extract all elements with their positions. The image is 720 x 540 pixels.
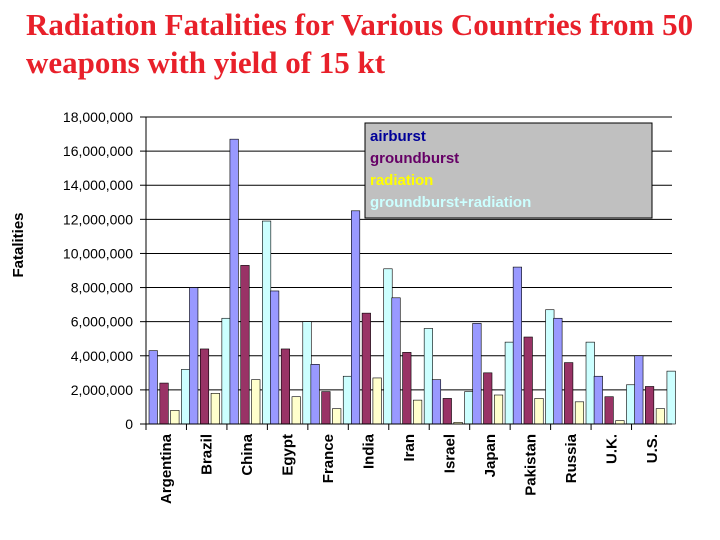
legend: airburst groundburst radiation groundburst+… bbox=[364, 122, 653, 219]
bar-brazil-groundburst-radiation bbox=[221, 317, 231, 425]
bar-egypt-groundburst-radiation bbox=[302, 321, 312, 425]
bar-pakistan-groundburst bbox=[523, 336, 533, 425]
x-category-label: Iran bbox=[401, 434, 418, 462]
legend-entry: radiation bbox=[370, 172, 433, 189]
y-tick-label: 16,000,000 bbox=[63, 143, 133, 159]
x-category-label: Russia bbox=[563, 433, 580, 483]
bar-brazil-groundburst bbox=[199, 348, 210, 425]
bar-china-groundburst bbox=[240, 265, 250, 425]
bar-japan-groundburst-radiation bbox=[504, 341, 514, 425]
bar-japan-airburst bbox=[472, 323, 482, 425]
x-category-label: India bbox=[361, 433, 378, 469]
y-tick-label: 10,000,000 bbox=[63, 245, 133, 261]
bar-japan-radiation bbox=[493, 394, 504, 425]
y-tick-label: 2,000,000 bbox=[71, 382, 133, 398]
bar-egypt-airburst bbox=[270, 290, 280, 425]
y-tick-label: 4,000,000 bbox=[71, 348, 133, 364]
bar-china-groundburst-radiation bbox=[262, 220, 272, 425]
bar-argentina-groundburst-radiation bbox=[181, 369, 191, 425]
bar-u-s--radiation bbox=[655, 408, 665, 425]
bar-u-k--groundburst bbox=[604, 396, 614, 425]
bar-brazil-radiation bbox=[210, 392, 220, 425]
bar-argentina-radiation bbox=[170, 410, 180, 425]
bar-u-s--airburst bbox=[634, 355, 644, 425]
bar-india-airburst bbox=[351, 210, 361, 425]
y-tick-label: 8,000,000 bbox=[71, 280, 133, 296]
x-category-label: Japan bbox=[482, 434, 499, 477]
bar-japan-groundburst bbox=[483, 372, 493, 425]
bar-iran-radiation bbox=[413, 399, 423, 425]
x-category-label: France bbox=[320, 434, 337, 483]
bar-france-groundburst bbox=[321, 391, 331, 425]
bar-iran-groundburst-radiation bbox=[423, 328, 433, 425]
axes bbox=[140, 116, 672, 430]
bar-india-radiation bbox=[372, 377, 382, 425]
bar-russia-radiation bbox=[574, 401, 585, 425]
bar-israel-airburst bbox=[431, 379, 442, 425]
bar-brazil-airburst bbox=[189, 287, 199, 425]
y-tick-label: 6,000,000 bbox=[71, 314, 133, 330]
bar-russia-airburst bbox=[553, 317, 563, 425]
bar-u-s--groundburst-radiation bbox=[666, 370, 676, 425]
y-tick-label: 12,000,000 bbox=[63, 211, 133, 227]
legend-entry: groundburst bbox=[370, 150, 459, 167]
bar-israel-groundburst-radiation bbox=[464, 391, 474, 425]
bar-russia-groundburst-radiation bbox=[585, 341, 595, 425]
bar-egypt-radiation bbox=[291, 396, 301, 425]
bar-france-radiation bbox=[332, 408, 342, 425]
bar-iran-airburst bbox=[391, 297, 401, 425]
bar-iran-groundburst bbox=[402, 352, 412, 425]
bar-china-radiation bbox=[251, 379, 261, 425]
y-axis-label: Fatalities bbox=[10, 212, 27, 277]
bar-argentina-groundburst bbox=[159, 382, 169, 425]
bar-france-airburst bbox=[310, 364, 320, 425]
bar-u-k--radiation bbox=[615, 420, 625, 425]
bar-china-airburst bbox=[229, 138, 239, 425]
bar-pakistan-airburst bbox=[512, 266, 522, 425]
x-category-label: U.S. bbox=[644, 434, 661, 463]
x-category-label: Egypt bbox=[280, 434, 297, 476]
x-category-label: Pakistan bbox=[522, 434, 539, 496]
bar-india-groundburst bbox=[361, 312, 371, 425]
bar-pakistan-radiation bbox=[534, 398, 544, 425]
x-category-label: China bbox=[239, 433, 256, 475]
bar-u-k--groundburst-radiation bbox=[626, 384, 636, 425]
y-tick-labels: 0 2,000,000 4,000,000 6,000,000 8,000,000 10,… bbox=[63, 109, 133, 432]
bar-russia-groundburst bbox=[564, 362, 574, 425]
bar-france-groundburst-radiation bbox=[342, 375, 353, 425]
bar-argentina-airburst bbox=[148, 350, 158, 425]
legend-entry: groundburst+radiation bbox=[370, 194, 531, 211]
x-category-label: Israel bbox=[441, 434, 458, 473]
x-category-labels: Argentina Brazil China Egypt France India Iran… bbox=[158, 433, 661, 504]
bar-egypt-groundburst bbox=[280, 348, 290, 425]
legend-entry: airburst bbox=[370, 128, 426, 145]
y-tick-label: 18,000,000 bbox=[63, 109, 133, 125]
bar-u-s--groundburst bbox=[645, 386, 655, 425]
legend-background bbox=[364, 122, 653, 219]
bar-india-groundburst-radiation bbox=[383, 268, 393, 425]
x-category-label: Argentina bbox=[158, 433, 175, 504]
chart-title: Radiation Fatalities for Various Countri… bbox=[26, 7, 694, 80]
x-category-label: U.K. bbox=[603, 434, 620, 464]
y-tick-label: 0 bbox=[125, 416, 133, 432]
bar-u-k--airburst bbox=[593, 375, 603, 425]
x-category-label: Brazil bbox=[199, 434, 216, 475]
bar-israel-groundburst bbox=[442, 398, 452, 425]
y-tick-label: 14,000,000 bbox=[63, 177, 133, 193]
bars bbox=[148, 138, 676, 425]
bar-pakistan-groundburst-radiation bbox=[545, 309, 555, 425]
